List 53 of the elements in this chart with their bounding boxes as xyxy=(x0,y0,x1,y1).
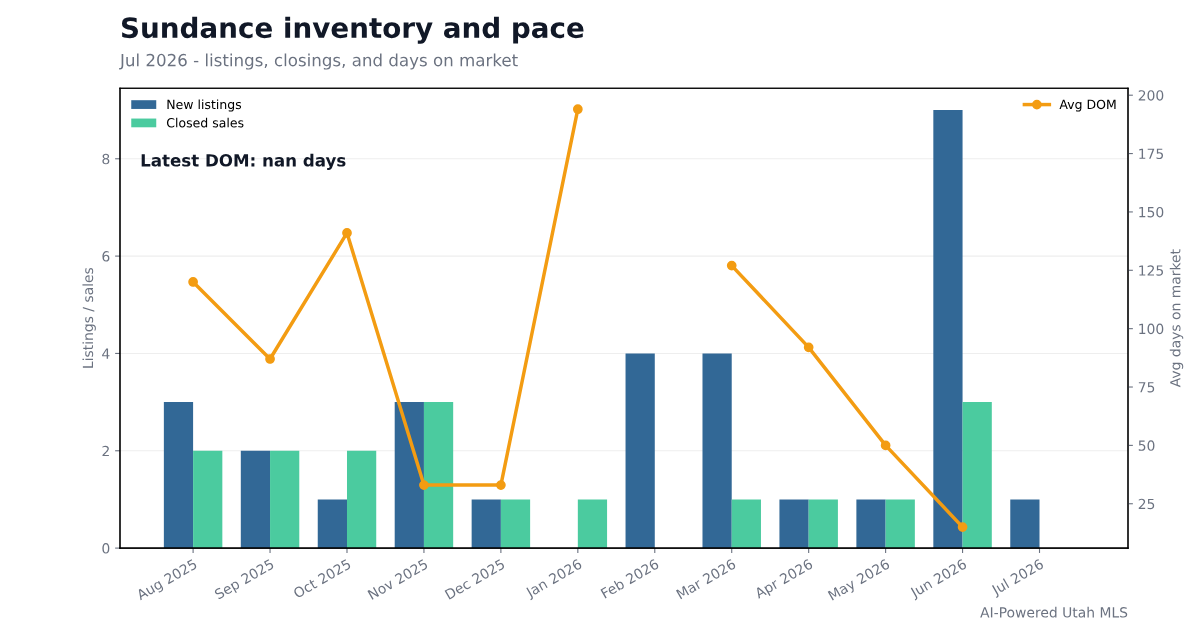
bar xyxy=(394,402,424,549)
y2-tick-label: 50 xyxy=(1138,440,1155,451)
bar xyxy=(962,402,992,549)
y2-tick-label: 200 xyxy=(1138,90,1164,101)
bar xyxy=(779,499,809,549)
bar xyxy=(163,402,194,549)
legend-label: Closed sales xyxy=(166,117,244,128)
bar xyxy=(702,353,732,549)
bar xyxy=(346,450,377,549)
bar xyxy=(933,110,963,549)
bar xyxy=(317,499,347,549)
bar xyxy=(808,499,838,549)
y2-tick-label: 25 xyxy=(1138,498,1155,510)
bar xyxy=(625,353,655,549)
bar xyxy=(731,499,761,549)
legend-label: New listings xyxy=(167,99,242,112)
bar xyxy=(270,450,300,549)
bar xyxy=(423,402,454,549)
y2-tick-label: 125 xyxy=(1139,265,1164,276)
bar xyxy=(1010,499,1040,549)
point xyxy=(572,104,583,115)
bar xyxy=(240,450,271,549)
bar xyxy=(885,499,915,549)
point xyxy=(188,277,198,287)
bar xyxy=(500,499,531,549)
point xyxy=(803,342,814,353)
y2-tick-label: 75 xyxy=(1138,382,1155,393)
point xyxy=(496,480,506,490)
point xyxy=(726,260,737,271)
bar xyxy=(193,450,223,549)
text: AI-Powered Utah MLS xyxy=(980,606,1128,618)
y-tick-label: 6 xyxy=(102,251,110,262)
y-tick-label: 4 xyxy=(102,348,110,359)
y-tick-label: 8 xyxy=(102,153,110,165)
y2-tick-label: 100 xyxy=(1139,323,1164,335)
bar xyxy=(471,499,501,549)
y-tick-label: 2 xyxy=(102,445,109,457)
point xyxy=(419,480,429,490)
y-axis-title: Listings / sales xyxy=(82,267,96,368)
y2-tick-label: 175 xyxy=(1139,148,1164,160)
chart-subtitle: Jul 2026 - listings, closings, and days on market xyxy=(119,53,518,70)
y2-axis-title: Avg days on market xyxy=(1169,249,1184,388)
chart-title: Sundance inventory and pace xyxy=(121,16,584,44)
bar xyxy=(856,499,886,549)
bar xyxy=(577,499,608,549)
legend-label: Avg DOM xyxy=(1059,99,1116,112)
point xyxy=(265,354,275,364)
annotation: Latest DOM: nan days xyxy=(141,153,346,170)
y-tick-label: 0 xyxy=(102,543,110,554)
point xyxy=(880,440,891,451)
point xyxy=(957,522,968,532)
point xyxy=(342,228,352,238)
y2-tick-label: 150 xyxy=(1139,206,1164,218)
